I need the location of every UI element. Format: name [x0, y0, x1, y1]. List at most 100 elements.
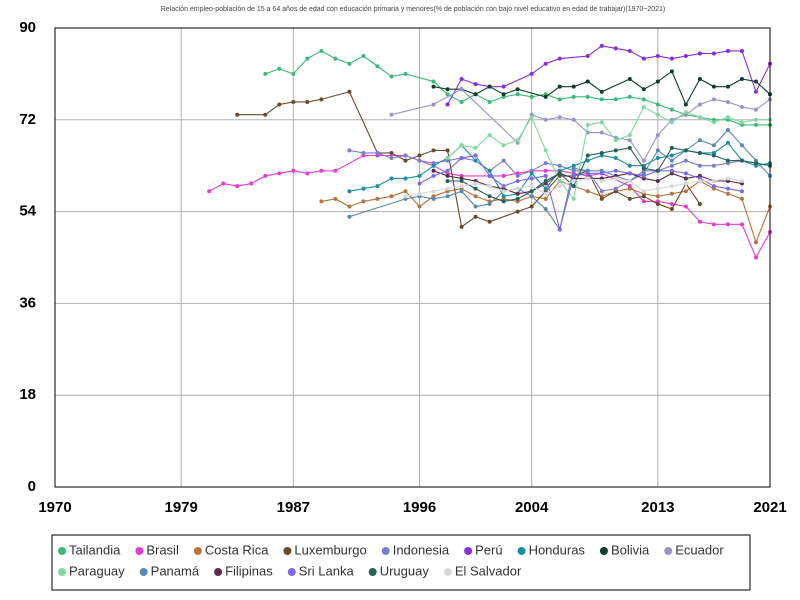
data-point [627, 179, 632, 183]
data-point [445, 194, 450, 199]
data-point [487, 173, 492, 178]
data-point [585, 79, 590, 84]
data-point [739, 222, 744, 227]
data-point [613, 168, 618, 173]
data-point [445, 179, 450, 183]
x-tick-label: 1979 [164, 499, 197, 516]
data-point [501, 84, 506, 89]
legend-marker [135, 547, 144, 555]
data-point [263, 173, 268, 178]
legend-label: Sri Lanka [299, 563, 355, 578]
data-point [403, 176, 408, 181]
data-point [683, 204, 688, 209]
data-point [543, 161, 548, 166]
legend-marker [599, 547, 608, 555]
data-point [725, 140, 730, 145]
legend-item: Uruguay [368, 563, 429, 578]
data-point [389, 176, 394, 181]
data-point [599, 43, 604, 48]
data-point [655, 79, 660, 84]
data-point [459, 156, 464, 161]
data-point [627, 186, 632, 191]
data-point [361, 54, 366, 59]
legend-item: Luxemburgo [283, 542, 367, 557]
legend-label: Indonesia [393, 542, 450, 557]
legend-label: Honduras [529, 542, 586, 557]
data-point [711, 222, 716, 227]
data-point [487, 84, 492, 89]
data-point [459, 224, 464, 229]
data-point [501, 92, 506, 97]
legend-item: Bolivia [599, 542, 650, 557]
legend-label: Panamá [151, 563, 200, 578]
data-point [515, 138, 520, 143]
data-point [669, 120, 674, 125]
data-point [417, 153, 422, 158]
data-point [739, 196, 744, 201]
data-point [627, 196, 632, 201]
data-point [333, 168, 338, 173]
data-point [473, 186, 478, 191]
data-point [711, 179, 716, 183]
data-point [739, 48, 744, 53]
data-point [753, 161, 758, 166]
data-point [669, 191, 674, 196]
data-point [487, 168, 492, 173]
data-point [697, 115, 702, 120]
legend-label: Brasil [146, 542, 179, 557]
data-point [599, 89, 604, 94]
data-point [613, 97, 618, 102]
data-point [501, 173, 506, 178]
y-tick-label: 54 [19, 203, 36, 220]
data-point [599, 179, 604, 183]
legend-item: Costa Rica [193, 542, 269, 557]
data-point [585, 122, 590, 127]
data-point [543, 94, 548, 99]
data-point [529, 94, 534, 99]
data-point [683, 176, 688, 181]
data-point [543, 173, 548, 178]
data-point [459, 189, 464, 194]
data-point [431, 196, 436, 201]
data-point [543, 191, 548, 196]
data-point [221, 181, 226, 186]
legend-item: Paraguay [58, 563, 125, 578]
data-point [641, 87, 646, 92]
data-point [305, 56, 310, 61]
data-point [445, 168, 450, 173]
data-point [543, 168, 548, 173]
data-point [557, 56, 562, 61]
legend-item: Tailandia [58, 542, 121, 557]
legend-label: El Salvador [455, 563, 522, 578]
data-point [655, 186, 660, 191]
data-point [347, 214, 352, 219]
data-point [725, 186, 730, 191]
data-point [711, 184, 716, 189]
data-point [375, 196, 380, 201]
x-tick-label: 1987 [277, 499, 310, 516]
data-point [613, 148, 618, 153]
data-point [613, 156, 618, 161]
data-point [487, 184, 492, 189]
data-point [487, 201, 492, 206]
data-point [417, 181, 422, 186]
data-point [739, 105, 744, 110]
data-point [347, 89, 352, 94]
data-point [627, 163, 632, 168]
data-point [389, 112, 394, 117]
data-point [431, 84, 436, 89]
data-point [403, 194, 408, 199]
data-point [655, 148, 660, 153]
data-point [431, 79, 436, 84]
data-point [627, 94, 632, 99]
data-point [389, 194, 394, 199]
data-point [487, 99, 492, 104]
data-point [753, 255, 758, 260]
data-point [571, 166, 576, 171]
data-point [347, 204, 352, 209]
data-point [361, 150, 366, 155]
legend-marker [287, 568, 296, 576]
data-point [431, 189, 436, 194]
data-point [697, 102, 702, 107]
data-point [543, 148, 548, 153]
